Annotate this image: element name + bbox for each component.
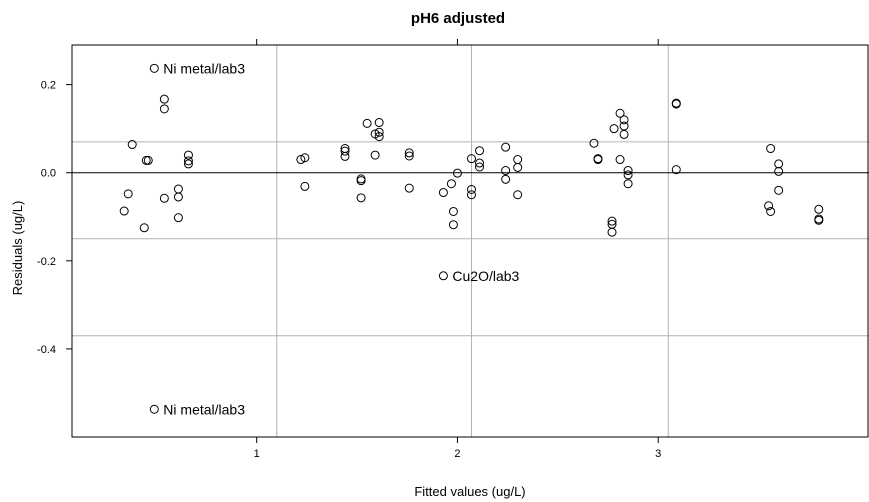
data-point (767, 145, 775, 153)
x-tick-label: 2 (454, 448, 460, 460)
data-point (624, 180, 632, 188)
data-point (439, 189, 447, 197)
data-point (174, 185, 182, 193)
data-point (363, 119, 371, 127)
y-axis: -0.4 -0.2 0.0 0.2 (37, 80, 72, 356)
data-point (590, 139, 598, 147)
data-point (502, 175, 510, 183)
data-point (616, 156, 624, 164)
data-point (357, 175, 365, 183)
y-tick-label: -0.2 (37, 256, 56, 268)
chart-title: pH6 adjusted (411, 10, 505, 27)
data-point (514, 163, 522, 171)
y-tick-label: -0.4 (37, 344, 56, 356)
data-point (140, 224, 148, 232)
data-point (142, 156, 150, 164)
data-point (620, 130, 628, 138)
data-point (150, 64, 158, 72)
x-axis: 1 2 3 (254, 39, 662, 460)
data-point (608, 228, 616, 236)
data-point (160, 95, 168, 103)
data-point (341, 152, 349, 160)
data-point (815, 205, 823, 213)
data-point (174, 193, 182, 201)
data-point (449, 221, 457, 229)
data-point (375, 119, 383, 127)
data-point (476, 147, 484, 155)
data-point (449, 207, 457, 215)
data-point (447, 180, 455, 188)
data-point (174, 214, 182, 222)
y-tick-label: 0.2 (41, 80, 56, 92)
data-point (775, 186, 783, 194)
data-point (357, 177, 365, 185)
data-point (620, 122, 628, 130)
point-annotation: Cu2O/lab3 (452, 268, 519, 284)
x-tick-label: 3 (655, 448, 661, 460)
data-point (439, 272, 447, 280)
point-annotation: Ni metal/lab3 (163, 60, 245, 76)
y-axis-label: Residuals (ug/L) (10, 201, 25, 296)
data-point (775, 160, 783, 168)
plot-frame (72, 45, 868, 437)
data-point (301, 182, 309, 190)
reference-lines (72, 45, 869, 437)
data-point (357, 194, 365, 202)
data-point (124, 190, 132, 198)
data-point (502, 167, 510, 175)
data-point (150, 405, 158, 413)
x-tick-label: 1 (254, 448, 260, 460)
data-point (502, 143, 510, 151)
data-point (144, 156, 152, 164)
data-point (160, 194, 168, 202)
data-point (371, 151, 379, 159)
data-point (514, 191, 522, 199)
data-point (160, 105, 168, 113)
point-annotation: Ni metal/lab3 (163, 401, 245, 417)
data-point (120, 207, 128, 215)
y-tick-label: 0.0 (41, 168, 56, 180)
data-point (775, 167, 783, 175)
data-point (610, 125, 618, 133)
data-point (514, 156, 522, 164)
data-point (405, 184, 413, 192)
x-axis-label: Fitted values (ug/L) (414, 484, 525, 499)
